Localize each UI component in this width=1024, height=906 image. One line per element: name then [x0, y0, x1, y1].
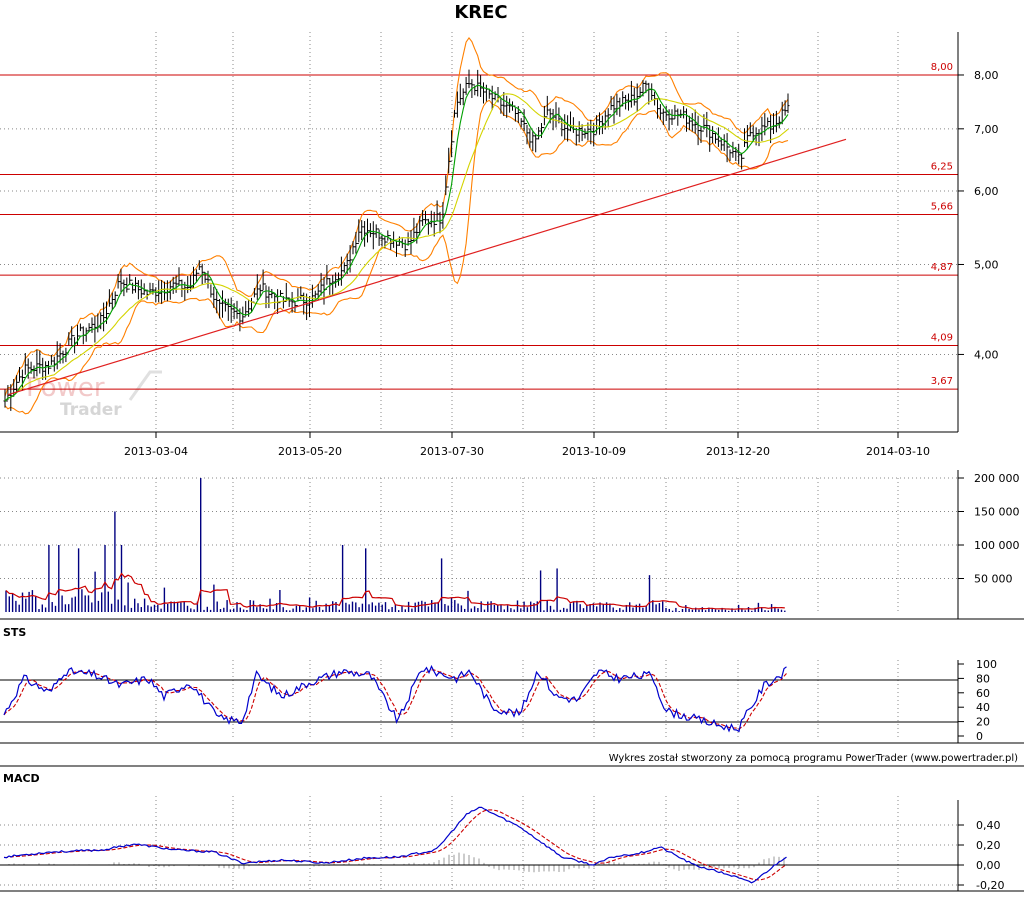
y-tick-label: 150 000	[974, 506, 1020, 519]
horizontal-levels: 8,00 6,25 5,66 4,87 4,09 3,67	[0, 62, 958, 390]
watermark-swoosh	[128, 370, 162, 401]
y-tick-label: 0,00	[976, 859, 1001, 872]
chart-title: KREC	[454, 2, 507, 23]
credit-text: Wykres został stworzony za pomocą progra…	[609, 753, 1018, 764]
horizontal-level-label: 8,00	[931, 62, 953, 73]
price-grid	[0, 32, 958, 432]
y-tick-label: 200 000	[974, 472, 1020, 485]
y-tick-label: 60	[976, 687, 990, 700]
x-tick-label: 2013-07-30	[420, 445, 484, 458]
horizontal-level-label: 4,09	[931, 332, 953, 343]
horizontal-level-label: 3,67	[931, 376, 953, 387]
x-tick-label: 2013-05-20	[278, 445, 342, 458]
watermark: Power Trader	[26, 370, 162, 420]
y-tick-label: 80	[976, 672, 990, 685]
macd-signal-line	[3, 809, 787, 881]
macd-line	[3, 806, 787, 884]
bollinger-lower	[4, 99, 789, 415]
price-y-ticks: 8,00 7,00 6,00 5,00 4,00	[958, 69, 999, 361]
y-tick-label: 4,00	[974, 348, 999, 361]
x-tick-label: 2013-10-09	[562, 445, 626, 458]
moving-averages	[4, 84, 789, 402]
x-tick-label: 2014-03-10	[866, 445, 930, 458]
sts-title: STS	[3, 626, 26, 639]
y-tick-label: 0,40	[976, 819, 1001, 832]
watermark-line2: Trader	[60, 400, 122, 420]
y-tick-label: 5,00	[974, 258, 999, 271]
y-tick-label: -0,20	[976, 879, 1004, 892]
x-tick-label: 2013-12-20	[706, 445, 770, 458]
macd-panel: MACD 0,40 0,20 0,00 -0,20	[0, 772, 1024, 892]
macd-grid	[0, 796, 958, 890]
sts-k-line	[3, 664, 787, 733]
sts-d-line	[3, 669, 787, 730]
macd-title: MACD	[3, 772, 40, 785]
horizontal-level-label: 4,87	[931, 262, 953, 273]
volume-y-ticks: 200 000 150 000 100 000 50 000	[958, 472, 1020, 586]
y-tick-label: 6,00	[974, 185, 999, 198]
price-bars	[3, 69, 790, 411]
macd-histogram	[8, 852, 785, 873]
support-trendline	[7, 138, 847, 396]
x-tick-label: 2013-03-04	[124, 445, 188, 458]
price-panel: Power Trader 8,00 6,25 5,66 4,87 4,09 3,67 8,…	[0, 32, 999, 458]
horizontal-level-label: 6,25	[931, 162, 953, 173]
volume-bars	[5, 478, 786, 612]
bollinger-band	[4, 36, 789, 415]
price-x-ticks: 2013-03-04 2013-05-20 2013-07-30 2013-10-09…	[124, 432, 930, 458]
volume-panel: 200 000 150 000 100 000 50 000	[0, 470, 1024, 620]
horizontal-level-label: 5,66	[931, 201, 953, 212]
moving-average-short	[4, 84, 789, 402]
macd-y-ticks: 0,40 0,20 0,00 -0,20	[958, 819, 1004, 892]
y-tick-label: 50 000	[974, 573, 1013, 586]
moving-average-long	[4, 93, 789, 402]
y-tick-label: 0	[976, 730, 983, 743]
y-tick-label: 100 000	[974, 539, 1020, 552]
y-tick-label: 0,20	[976, 839, 1001, 852]
y-tick-label: 7,00	[974, 123, 999, 136]
y-tick-label: 20	[976, 716, 990, 729]
bollinger-upper	[4, 36, 789, 397]
y-tick-label: 8,00	[974, 69, 999, 82]
y-tick-label: 40	[976, 701, 990, 714]
volume-average-line	[5, 572, 785, 610]
y-tick-label: 100	[976, 658, 997, 671]
